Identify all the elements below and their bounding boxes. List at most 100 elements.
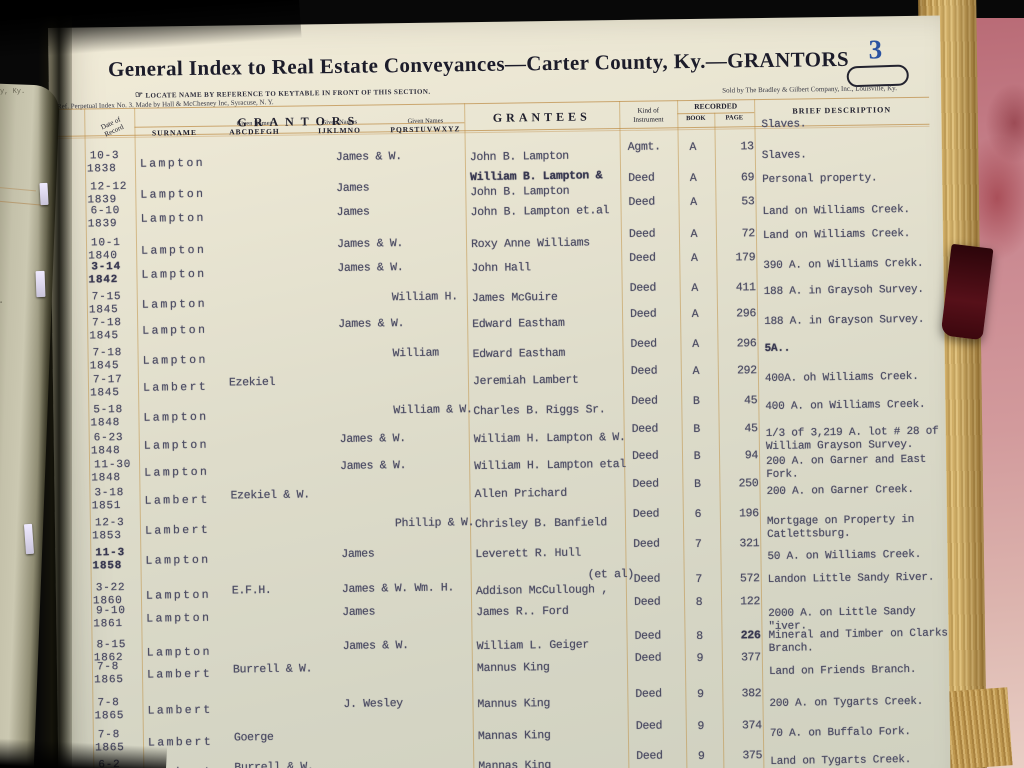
cell-kind-of-instrument: Deed — [635, 687, 662, 701]
cell-date-month-day: 10-3 — [89, 150, 120, 163]
cell-date-month-day: 7-8 — [97, 697, 120, 710]
cell-book: A — [689, 140, 697, 155]
cell-date-year: 1848 — [90, 445, 121, 458]
cell-grantee: Mannus King — [477, 697, 551, 712]
cell-book: B — [692, 394, 700, 409]
cell-grantee: Roxy Anne Williams — [470, 236, 590, 252]
cell-date-year: 1838 — [86, 163, 117, 176]
cell-description: 5A.. — [764, 342, 791, 356]
cell-grantee: Mannas King — [478, 759, 552, 768]
cell-page: 296 — [736, 307, 757, 321]
cell-description: Slaves. — [761, 149, 807, 163]
cell-description: Fork. — [766, 468, 799, 482]
cell-kind-of-instrument: Deed — [631, 394, 658, 408]
cell-date-month-day: 7-8 — [96, 661, 120, 674]
cell-date-month-day: 3-14 — [91, 261, 122, 274]
cell-grantee: John B. Lampton — [470, 184, 570, 200]
cell-book: 9 — [696, 687, 704, 702]
cell-kind-of-instrument: Deed — [634, 651, 662, 665]
previous-page-text-fragment: y . — [0, 295, 5, 307]
cell-book: B — [694, 477, 701, 492]
cell-page: 374 — [741, 719, 762, 733]
cell-date-year: 1858 — [92, 560, 123, 573]
cell-date-year: 1853 — [92, 530, 122, 543]
cell-description: 2000 A. on Little Sandy — [768, 605, 916, 621]
cell-kind-of-instrument: Deed — [628, 171, 655, 185]
cell-page: 179 — [735, 251, 756, 265]
cell-description: Land on Williams Creek. — [762, 227, 911, 243]
cell-surname: Lampton — [141, 243, 207, 258]
page-marker-tab — [35, 270, 46, 298]
cell-given-name-abc: E.F.H. — [231, 583, 272, 598]
cell-page: 572 — [739, 572, 760, 586]
cell-description: Landon Little Sandy River. — [767, 571, 935, 587]
cell-date-year: 1839 — [87, 218, 118, 231]
cell-book: 7 — [695, 572, 703, 587]
cell-given-name-pqr: William — [392, 346, 439, 361]
cell-grantee: (et al) — [587, 567, 634, 582]
cell-kind-of-instrument: Deed — [629, 307, 657, 321]
cell-surname: Lampton — [143, 410, 209, 425]
cell-page: 122 — [740, 595, 761, 609]
cell-surname: Lampton — [145, 553, 211, 568]
cell-page: 45 — [744, 422, 758, 436]
cell-page: 94 — [744, 449, 759, 463]
cell-page: 45 — [743, 394, 758, 408]
cell-grantee: William H. Lampton & W. — [473, 430, 626, 447]
cell-grantee: William L. Geiger — [476, 638, 589, 654]
cell-given-name-ijk: James — [341, 547, 375, 561]
cell-date-year: 1865 — [94, 710, 125, 723]
cell-date-month-day: 10-1 — [90, 237, 121, 250]
cell-page: 250 — [738, 477, 759, 491]
cell-surname: Lampton — [139, 156, 206, 171]
cell-book: A — [692, 337, 699, 352]
cell-kind-of-instrument: Deed — [632, 507, 660, 521]
cell-kind-of-instrument: Deed — [634, 629, 662, 643]
cell-page: 196 — [738, 507, 759, 521]
cell-description: Mortgage on Property in — [766, 513, 915, 529]
cell-grantee: Mannas King — [477, 729, 551, 744]
cell-page: 321 — [739, 537, 760, 551]
cell-book: A — [690, 195, 697, 210]
cell-date-year: 1845 — [89, 330, 120, 343]
cell-kind-of-instrument: Deed — [629, 251, 656, 265]
cell-date-month-day: 7-17 — [92, 373, 123, 387]
cell-page: 72 — [741, 227, 756, 241]
cell-kind-of-instrument: Agmt. — [627, 140, 661, 154]
cell-book: A — [690, 227, 698, 242]
cell-surname: Lampton — [142, 353, 208, 368]
cell-kind-of-instrument: Deed — [636, 749, 663, 763]
cell-grantee: Leverett R. Hull — [475, 546, 582, 562]
cell-book: A — [691, 307, 699, 322]
cell-kind-of-instrument: Deed — [630, 364, 658, 378]
cell-grantee: William H. Lampton etal — [474, 457, 627, 474]
cell-description: 50 A. on Williams Creek. — [767, 548, 922, 564]
cell-description: 70 A. on Buffalo Fork. — [769, 726, 911, 740]
cell-book: B — [693, 449, 701, 464]
cell-grantee: Allen Prichard — [474, 486, 568, 502]
cell-date-month-day: 7-18 — [92, 346, 123, 360]
cell-page: 411 — [735, 281, 756, 295]
cell-description: 390 A. on Williams Crekk. — [763, 257, 924, 273]
cell-book: 9 — [697, 749, 705, 763]
cell-book: B — [693, 422, 701, 437]
cell-given-name-ijk: James & W. — [335, 150, 402, 164]
cell-date-year: 1851 — [91, 500, 122, 513]
cell-kind-of-instrument: Deed — [635, 719, 663, 733]
cell-book: 6 — [694, 507, 702, 522]
cell-surname: Lambert — [144, 493, 210, 508]
cell-given-name-ijk: James & W. — [340, 459, 407, 473]
cell-date-month-day: 12-3 — [94, 516, 125, 530]
previous-page-text-fragment: y, Ky. — [0, 88, 26, 96]
cell-surname: Lambert — [146, 667, 213, 682]
cell-surname: Lampton — [144, 465, 210, 480]
cell-kind-of-instrument: Deed — [633, 595, 661, 609]
cell-given-name-pqr: William & W. — [393, 403, 473, 418]
cell-given-name-abc: Ezekiel — [228, 375, 276, 390]
cell-grantee: John B. Lampton — [469, 149, 569, 165]
cell-grantee: John Hall — [471, 261, 531, 276]
cell-description: Branch. — [768, 642, 814, 655]
previous-page-rule-2 — [0, 200, 44, 206]
cell-surname: Lampton — [146, 645, 212, 660]
cell-book: 8 — [695, 595, 703, 610]
